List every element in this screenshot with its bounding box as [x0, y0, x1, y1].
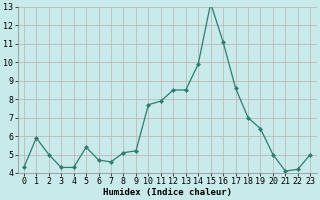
X-axis label: Humidex (Indice chaleur): Humidex (Indice chaleur)	[103, 188, 232, 197]
